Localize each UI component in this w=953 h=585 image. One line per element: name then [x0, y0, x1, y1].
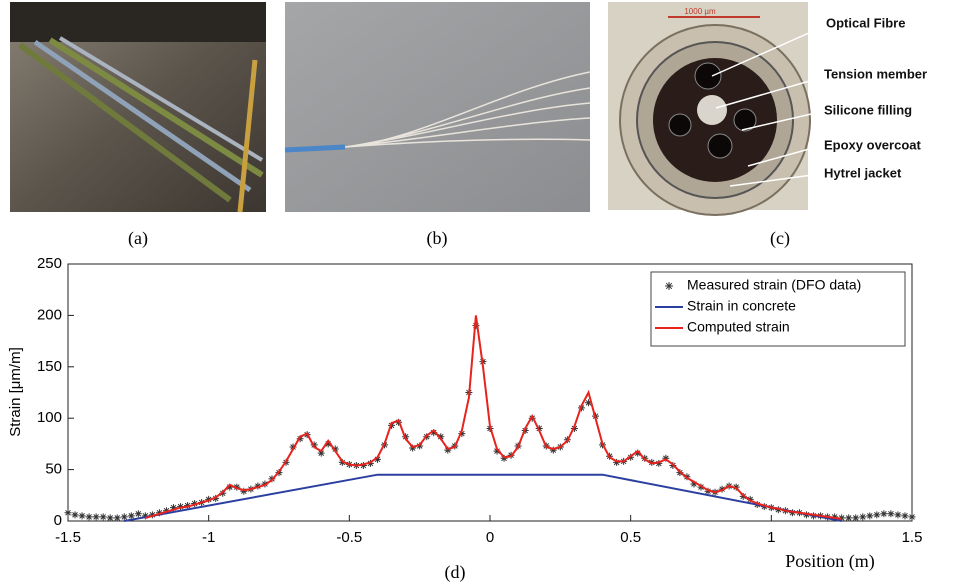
data-point — [549, 446, 557, 454]
data-point — [859, 513, 867, 521]
caption: (b) — [427, 228, 448, 249]
caption: (c) — [770, 228, 790, 249]
data-point — [226, 483, 234, 491]
data-point — [845, 514, 853, 522]
x-axis-label: Position (m) — [785, 551, 875, 572]
series-line — [124, 473, 842, 522]
legend-marker — [665, 282, 673, 290]
x-tick-label: 0 — [486, 529, 494, 546]
x-tick-label: -1.5 — [55, 529, 81, 546]
series-line — [145, 315, 842, 520]
data-point — [254, 482, 262, 490]
data-point — [120, 513, 128, 521]
data-point — [85, 513, 93, 521]
data-point — [613, 458, 621, 466]
data-point — [71, 511, 79, 519]
data-point — [887, 510, 895, 518]
data-point — [191, 500, 199, 508]
data-point — [458, 430, 466, 438]
data-point — [866, 512, 874, 520]
data-point — [373, 455, 381, 463]
data-point — [170, 504, 177, 512]
callout: Silicone filling — [824, 102, 912, 117]
data-point — [894, 511, 902, 519]
x-tick-label: -0.5 — [336, 529, 362, 546]
callout: Hytrel jacket — [824, 165, 902, 180]
data-point — [788, 509, 796, 517]
photo-c: 1000 µm — [608, 2, 821, 216]
data-point — [880, 510, 888, 518]
callout: Epoxy overcoat — [824, 137, 921, 152]
caption: (a) — [128, 228, 148, 249]
callout: Optical Fibre — [826, 15, 905, 30]
data-point — [444, 446, 452, 454]
data-point — [106, 514, 114, 522]
y-tick-label: 0 — [54, 512, 62, 529]
data-point — [416, 442, 424, 450]
legend-box — [650, 271, 906, 347]
y-tick-label: 200 — [37, 306, 62, 323]
data-point — [331, 445, 339, 453]
data-point — [430, 429, 438, 437]
data-point — [690, 480, 698, 488]
x-tick-label: 1 — [767, 529, 775, 546]
data-point — [148, 511, 156, 519]
data-point — [64, 509, 72, 517]
data-point — [127, 512, 135, 520]
data-point — [852, 514, 860, 522]
data-point — [78, 512, 86, 520]
photo-a — [10, 2, 266, 213]
data-point — [873, 511, 881, 519]
y-tick-label: 50 — [45, 461, 62, 478]
data-point — [134, 510, 142, 518]
x-tick-label: -1 — [202, 529, 215, 546]
y-tick-label: 150 — [37, 358, 62, 375]
data-point — [317, 449, 325, 457]
data-point — [99, 513, 107, 521]
data-point — [296, 435, 304, 443]
data-point — [92, 513, 100, 521]
callout: Tension member — [824, 66, 927, 81]
data-point — [901, 512, 909, 520]
data-point — [493, 447, 501, 455]
data-point — [437, 433, 445, 441]
y-tick-label: 250 — [37, 255, 62, 272]
legend-label: Computed strain — [687, 319, 790, 335]
legend-label: Strain in concrete — [687, 298, 796, 314]
caption: (d) — [445, 562, 466, 583]
data-point — [908, 513, 916, 521]
data-point — [584, 399, 592, 407]
x-tick-label: 1.5 — [902, 529, 923, 546]
legend-label: Measured strain (DFO data) — [687, 277, 861, 293]
data-point — [113, 514, 121, 522]
data-point — [655, 459, 663, 467]
data-point — [831, 513, 839, 521]
y-axis-label: Strain [μm/m] — [7, 347, 24, 437]
scale-bar: 1000 µm — [684, 7, 716, 16]
data-point — [289, 443, 297, 451]
data-point — [634, 449, 642, 457]
photo-b — [284, 2, 591, 212]
y-tick-label: 100 — [37, 409, 62, 426]
x-tick-label: 0.5 — [620, 529, 641, 546]
data-point — [324, 440, 332, 448]
data-point — [141, 512, 149, 520]
